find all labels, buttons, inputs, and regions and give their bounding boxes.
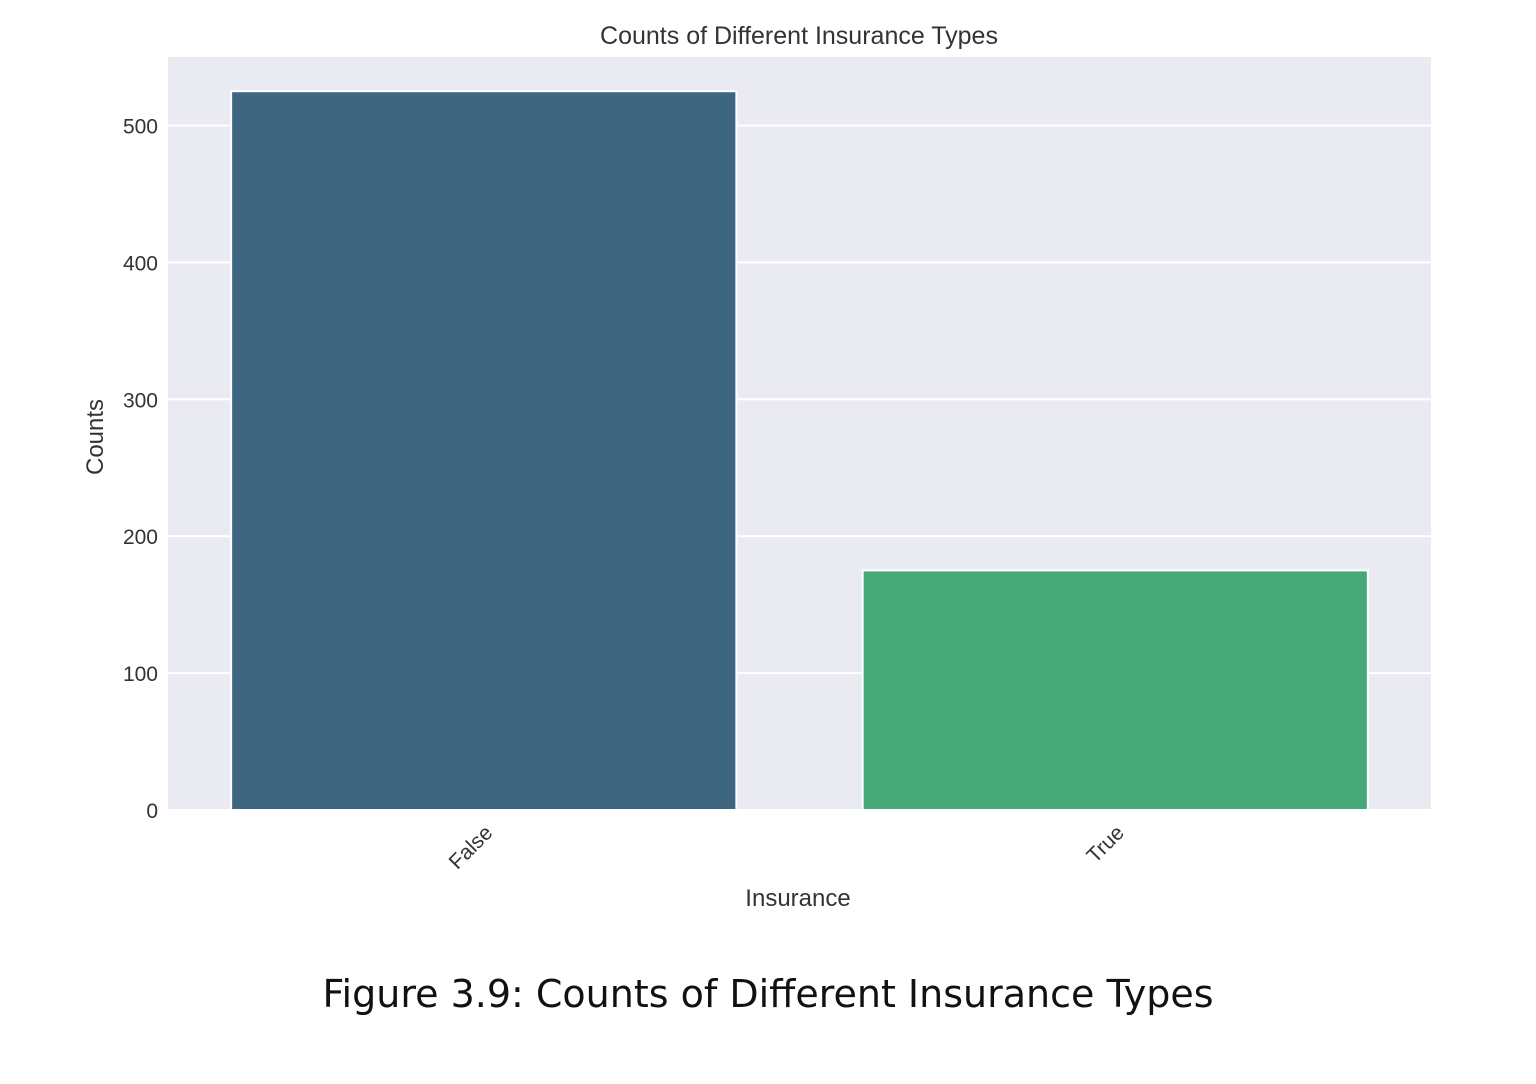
x-axis-ticks: False True: [445, 821, 1129, 874]
y-tick-label-500: 500: [123, 115, 158, 138]
y-tick-label-100: 100: [123, 663, 158, 686]
x-tick-label-false: False: [445, 821, 498, 874]
bar-true: [861, 569, 1369, 812]
chart-title: Counts of Different Insurance Types: [600, 22, 998, 50]
x-tick-label-true: True: [1083, 821, 1129, 867]
figure-caption: Figure 3.9: Counts of Different Insuranc…: [322, 972, 1214, 1016]
y-axis-ticks: 0 100 200 300 400 500: [123, 115, 158, 823]
bar-chart: 0 100 200 300 400 500 False True Counts of Dif…: [82, 22, 1431, 912]
y-tick-label-300: 300: [123, 389, 158, 412]
y-tick-label-200: 200: [123, 526, 158, 549]
y-axis-label: Counts: [82, 399, 109, 475]
y-tick-label-400: 400: [123, 252, 158, 275]
bar-false: [230, 90, 738, 811]
bars: [230, 90, 1369, 812]
x-axis-label: Insurance: [745, 885, 850, 912]
y-tick-label-0: 0: [146, 800, 158, 823]
